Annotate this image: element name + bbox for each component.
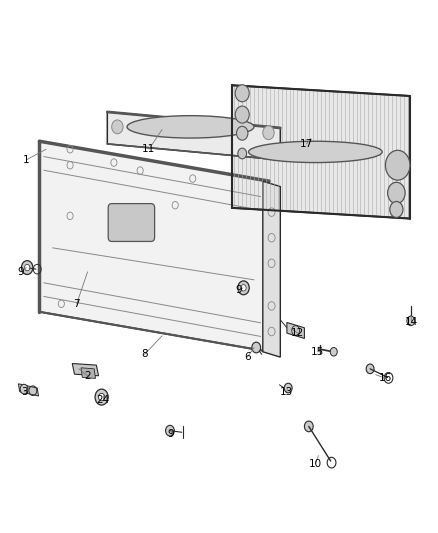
Polygon shape [72,364,99,376]
Circle shape [252,342,261,353]
Polygon shape [287,322,304,338]
Text: 2: 2 [84,371,91,381]
Circle shape [241,285,246,291]
Circle shape [95,389,108,405]
Polygon shape [232,85,410,219]
Ellipse shape [249,141,382,163]
Circle shape [263,126,274,140]
Text: 12: 12 [291,328,304,338]
Text: 1: 1 [23,155,30,165]
Polygon shape [39,141,269,352]
Circle shape [235,106,249,123]
Circle shape [407,316,415,326]
Text: 3: 3 [21,387,28,397]
Circle shape [20,384,28,394]
Text: 13: 13 [280,387,293,397]
Circle shape [166,425,174,436]
Circle shape [238,281,249,295]
Text: 10: 10 [309,459,322,469]
Ellipse shape [127,116,254,138]
Circle shape [304,421,313,432]
Circle shape [330,348,337,356]
Polygon shape [107,112,280,160]
FancyBboxPatch shape [108,204,155,241]
Text: 24: 24 [96,395,110,405]
Text: 14: 14 [405,318,418,327]
Text: 7: 7 [73,299,80,309]
Circle shape [21,261,33,274]
Circle shape [385,150,410,180]
Circle shape [235,85,249,102]
Text: 9: 9 [167,430,174,439]
Circle shape [237,126,248,140]
Text: 17: 17 [300,139,313,149]
Polygon shape [81,368,95,378]
Polygon shape [263,181,280,357]
Text: 9: 9 [18,267,25,277]
Circle shape [99,393,105,401]
Circle shape [25,264,30,271]
Circle shape [238,148,247,159]
Text: 8: 8 [141,350,148,359]
Text: 16: 16 [379,374,392,383]
Text: 15: 15 [311,347,324,357]
Text: 6: 6 [244,352,251,362]
Text: 11: 11 [142,144,155,154]
Circle shape [112,120,123,134]
Circle shape [366,364,374,374]
Circle shape [390,201,403,217]
Circle shape [284,383,292,393]
Circle shape [388,182,405,204]
Text: 9: 9 [235,286,242,295]
Polygon shape [18,384,39,396]
